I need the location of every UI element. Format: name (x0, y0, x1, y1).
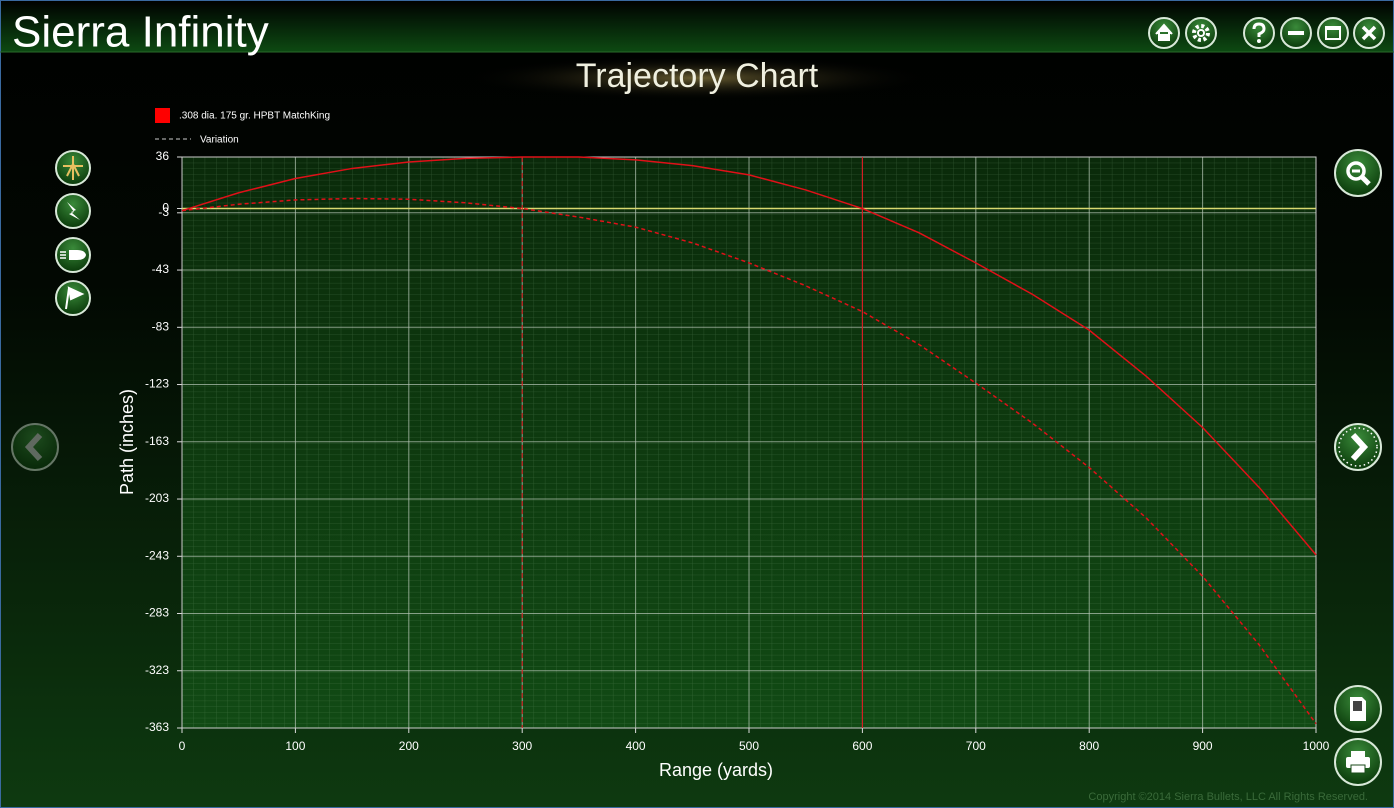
x-tick-label: 800 (1079, 739, 1099, 753)
home-button[interactable] (1148, 17, 1180, 49)
minimize-button[interactable] (1280, 17, 1312, 49)
help-button[interactable] (1243, 17, 1275, 49)
app-title: Sierra Infinity (12, 8, 269, 57)
x-tick-label: 500 (739, 739, 759, 753)
y-tick-label: -163 (145, 434, 169, 448)
y-tick-label: -283 (145, 606, 169, 620)
legend-label: Variation (200, 135, 239, 146)
x-tick-label: 900 (1193, 739, 1213, 753)
maximize-button[interactable] (1317, 17, 1349, 49)
series-line (181, 156, 1317, 556)
series-line (181, 197, 1317, 725)
title-glow (467, 56, 927, 100)
chart: 0 100 200 300 400 500 600 700 800 900 1000360-3-43… (145, 108, 1330, 753)
x-tick-label: 400 (626, 739, 646, 753)
legend-swatch (155, 108, 170, 123)
x-tick-label: 300 (512, 739, 532, 753)
y-tick-label: -243 (145, 548, 169, 562)
previous-button[interactable] (11, 423, 59, 471)
tool-button[interactable] (55, 280, 91, 316)
tool-button[interactable] (55, 150, 91, 186)
close-button[interactable] (1353, 17, 1385, 49)
y-tick-label: -323 (145, 663, 169, 677)
x-axis-label: Range (yards) (659, 760, 773, 780)
y-tick-label: -43 (152, 262, 170, 276)
settings-button[interactable] (1185, 17, 1217, 49)
y-tick-label: -203 (145, 491, 169, 505)
x-tick-label: 100 (285, 739, 305, 753)
x-tick-label: 200 (399, 739, 419, 753)
y-tick-label: -3 (158, 205, 169, 219)
y-axis-label: Path (inches) (117, 389, 137, 495)
chart-title: Trajectory Chart (576, 57, 819, 95)
print-button[interactable] (1334, 738, 1382, 786)
x-tick-label: 600 (852, 739, 872, 753)
x-tick-label: 700 (966, 739, 986, 753)
tool-button[interactable] (55, 193, 91, 229)
legend-label: .308 dia. 175 gr. HPBT MatchKing (179, 111, 330, 122)
y-tick-label: -123 (145, 377, 169, 391)
y-tick-label: 36 (156, 149, 170, 163)
next-button[interactable] (1334, 423, 1382, 471)
x-tick-label: 1000 (1303, 739, 1330, 753)
x-tick-label: 0 (179, 739, 186, 753)
y-tick-label: 0 (162, 201, 169, 215)
export-png-button[interactable] (1334, 685, 1382, 733)
tool-button[interactable] (55, 237, 91, 273)
y-tick-label: -83 (152, 319, 170, 333)
plot-border (181, 156, 1317, 729)
y-tick-label: -363 (145, 720, 169, 734)
zoom-button[interactable] (1334, 149, 1382, 197)
copyright: Copyright ©2014 Sierra Bullets, LLC All … (1088, 791, 1368, 803)
